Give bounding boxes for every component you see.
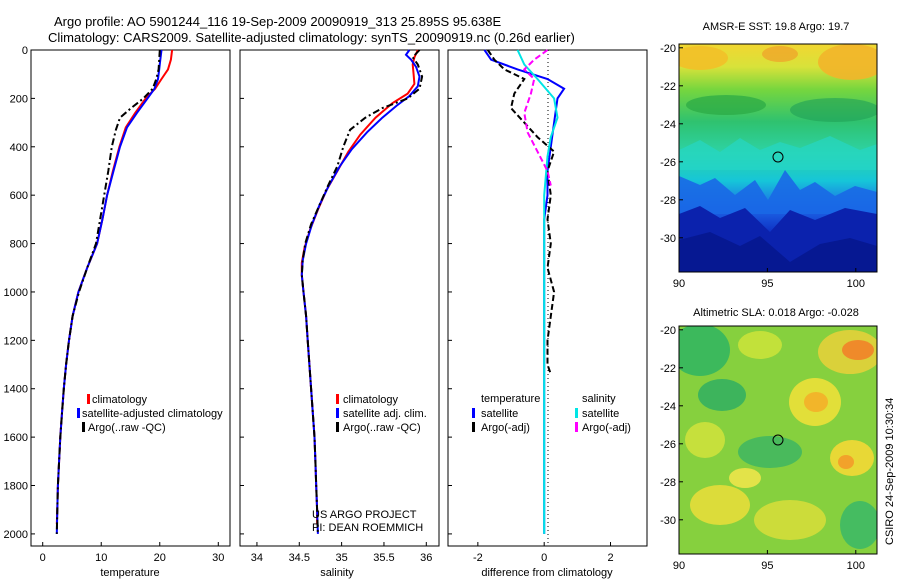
map-y-tick-label: -24 <box>660 401 676 413</box>
y-tick-label: 1800 <box>4 481 28 493</box>
map-y-tick-label: -26 <box>660 157 676 169</box>
map-x-tick-label: 95 <box>761 278 773 290</box>
temperature-panel: 0 10 20 30 0 200 400 600 800 1000 1200 1400 1600 1800… <box>4 45 231 579</box>
sla-map-panel: Altimetric SLA: 0.018 Argo: -0.028 90 95 1… <box>660 307 878 572</box>
difference-series-salinity-argo-adj <box>522 49 552 186</box>
map-x-tick-label: 90 <box>673 560 685 572</box>
difference-series-temperature-argo-adj <box>486 49 556 375</box>
legend-label-argo: Argo(..raw -QC) <box>343 422 421 434</box>
legend-swatch-climatology <box>87 394 90 404</box>
y-tick-label: 200 <box>10 93 28 105</box>
salinity-panel: 34 34.5 35 35.5 36 salinity climatology sate… <box>239 49 440 579</box>
temperature-series-argo-raw-qc <box>55 49 161 534</box>
sst-map-panel: AMSR-E SST: 19.8 Argo: 19.7 90 95 100 -20 -2… <box>660 21 878 290</box>
legend-label-sal-argo: Argo(-adj) <box>582 422 631 434</box>
figure-title-line2: Climatology: CARS2009. Satellite-adjuste… <box>48 30 575 45</box>
legend-label-climatology: climatology <box>343 394 399 406</box>
legend-swatch-climatology <box>336 394 339 404</box>
credit-project: US ARGO PROJECT <box>312 509 417 521</box>
temperature-axes-box <box>30 49 231 547</box>
x-tick-label: 30 <box>212 552 224 564</box>
difference-xlabel: difference from climatology <box>481 567 613 579</box>
x-tick-label: 34 <box>251 552 263 564</box>
map-y-tick-label: -26 <box>660 439 676 451</box>
x-tick-label: 35 <box>335 552 347 564</box>
x-tick-label: 36 <box>420 552 432 564</box>
y-tick-label: 1000 <box>4 287 28 299</box>
legend-label-temp-argo: Argo(-adj) <box>481 422 530 434</box>
x-tick-label: 35.5 <box>373 552 394 564</box>
map-y-tick-label: -28 <box>660 477 676 489</box>
map-y-tick-label: -28 <box>660 195 676 207</box>
sla-field <box>679 326 877 554</box>
salinity-axes-box <box>239 49 440 547</box>
legend-label-sal-satellite: satellite <box>582 408 619 420</box>
map-x-tick-label: 100 <box>847 278 865 290</box>
map-y-tick-label: -22 <box>660 81 676 93</box>
y-tick-label: 1200 <box>4 335 28 347</box>
legend-label-satellite: satellite adj. clim. <box>343 408 427 420</box>
map-y-tick-label: -20 <box>660 43 676 55</box>
difference-series-salinity-satellite <box>516 49 559 534</box>
temperature-legend: climatology satellite-adjusted climatolo… <box>77 394 223 434</box>
argo-location-marker <box>772 434 784 446</box>
argo-location-marker <box>772 151 784 163</box>
map-y-tick-label: -22 <box>660 363 676 375</box>
legend-label-satellite: satellite-adjusted climatology <box>82 408 223 420</box>
credit-pi: PI: DEAN ROEMMICH <box>312 522 423 534</box>
legend-swatch-satellite <box>336 408 339 418</box>
legend-swatch-sal-argo <box>575 422 578 432</box>
x-tick-label: 2 <box>607 552 613 564</box>
x-tick-label: 0 <box>541 552 547 564</box>
map-y-tick-label: -24 <box>660 119 676 131</box>
legend-label-argo: Argo(..raw -QC) <box>88 422 166 434</box>
x-tick-label: 34.5 <box>289 552 310 564</box>
x-tick-label: 20 <box>154 552 166 564</box>
x-tick-label: 10 <box>95 552 107 564</box>
map-y-tick-label: -30 <box>660 515 676 527</box>
temperature-xlabel: temperature <box>100 567 159 579</box>
legend-label-climatology: climatology <box>92 394 148 406</box>
salinity-series-argo-raw-qc <box>300 49 424 534</box>
legend-swatch-satellite <box>77 408 80 418</box>
y-tick-label: 600 <box>10 190 28 202</box>
legend-swatch-sal-satellite <box>575 408 578 418</box>
legend-swatch-argo <box>82 422 85 432</box>
map-x-tick-label: 100 <box>847 560 865 572</box>
y-tick-label: 800 <box>10 239 28 251</box>
map-y-tick-label: -20 <box>660 325 676 337</box>
y-tick-label: 1400 <box>4 384 28 396</box>
sst-map-frame <box>678 43 878 273</box>
map-y-tick-label: -30 <box>660 233 676 245</box>
difference-legend: temperature satellite Argo(-adj) salinit… <box>472 393 631 434</box>
y-tick-label: 400 <box>10 142 28 154</box>
salinity-xlabel: salinity <box>320 567 354 579</box>
map-x-tick-label: 90 <box>673 278 685 290</box>
y-tick-label: 0 <box>22 45 28 57</box>
legend-swatch-temp-satellite <box>472 408 475 418</box>
salinity-legend: climatology satellite adj. clim. Argo(..… <box>336 394 427 434</box>
legend-label-temp-satellite: satellite <box>481 408 518 420</box>
map-x-tick-label: 95 <box>761 560 773 572</box>
legend-swatch-temp-argo <box>472 422 475 432</box>
x-tick-label: -2 <box>473 552 483 564</box>
sla-map-frame <box>678 325 878 555</box>
sla-map-title: Altimetric SLA: 0.018 Argo: -0.028 <box>693 307 859 319</box>
legend-swatch-argo <box>336 422 339 432</box>
legend-header-salinity: salinity <box>582 393 616 405</box>
y-tick-label: 1600 <box>4 432 28 444</box>
x-tick-label: 0 <box>40 552 46 564</box>
sst-field <box>679 44 877 272</box>
timestamp-stamp: CSIRO 24-Sep-2009 10:30:34 <box>884 398 896 545</box>
figure-title-line1: Argo profile: AO 5901244_116 19-Sep-2009… <box>54 14 502 29</box>
legend-header-temperature: temperature <box>481 393 540 405</box>
sst-map-title: AMSR-E SST: 19.8 Argo: 19.7 <box>703 21 850 33</box>
y-tick-label: 2000 <box>4 529 28 541</box>
difference-panel: -2 0 2 difference from climatology tempera… <box>447 49 648 579</box>
